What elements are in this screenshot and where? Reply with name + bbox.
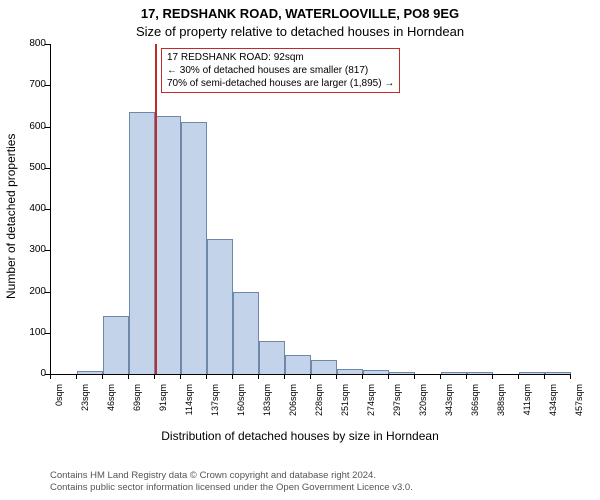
histogram-bar (519, 372, 545, 374)
histogram-bar (129, 112, 155, 374)
histogram-bar (233, 292, 259, 375)
histogram-bar (545, 372, 571, 374)
x-tick-mark (50, 374, 51, 379)
histogram-bar (207, 239, 233, 374)
x-tick-mark (284, 374, 285, 379)
x-tick-label: 69sqm (132, 384, 142, 428)
x-tick-label: 137sqm (210, 384, 220, 428)
x-tick-label: 297sqm (392, 384, 402, 428)
footer-line-2: Contains public sector information licen… (50, 482, 413, 494)
x-tick-mark (492, 374, 493, 379)
x-tick-label: 388sqm (496, 384, 506, 428)
x-tick-mark (466, 374, 467, 379)
x-tick-label: 320sqm (418, 384, 428, 428)
x-tick-mark (544, 374, 545, 379)
histogram-bar (389, 372, 415, 374)
histogram-bar (103, 316, 129, 374)
histogram-bar (285, 355, 311, 374)
y-tick-mark (45, 250, 50, 251)
x-tick-label: 457sqm (574, 384, 584, 428)
annotation-line-3: 70% of semi-detached houses are larger (… (167, 77, 394, 90)
chart-title-address: 17, REDSHANK ROAD, WATERLOOVILLE, PO8 9E… (0, 6, 600, 21)
x-tick-label: 274sqm (366, 384, 376, 428)
footer-line-1: Contains HM Land Registry data © Crown c… (50, 470, 413, 482)
x-tick-label: 411sqm (522, 384, 532, 428)
histogram-bar (77, 371, 103, 374)
plot-area: 17 REDSHANK ROAD: 92sqm ← 30% of detache… (50, 44, 571, 375)
annotation-line-1: 17 REDSHANK ROAD: 92sqm (167, 51, 394, 64)
x-tick-label: 251sqm (340, 384, 350, 428)
x-tick-mark (258, 374, 259, 379)
y-tick-label: 700 (18, 79, 46, 90)
x-tick-label: 91sqm (158, 384, 168, 428)
histogram-bar (181, 122, 207, 374)
x-axis-label: Distribution of detached houses by size … (0, 429, 600, 443)
x-tick-label: 46sqm (106, 384, 116, 428)
annotation-box: 17 REDSHANK ROAD: 92sqm ← 30% of detache… (161, 48, 400, 93)
chart-root: 17, REDSHANK ROAD, WATERLOOVILLE, PO8 9E… (0, 0, 600, 500)
histogram-bar (155, 116, 181, 374)
x-tick-mark (362, 374, 363, 379)
y-tick-label: 600 (18, 121, 46, 132)
x-tick-mark (518, 374, 519, 379)
x-tick-label: 366sqm (470, 384, 480, 428)
x-tick-mark (128, 374, 129, 379)
y-tick-mark (45, 292, 50, 293)
y-tick-label: 0 (18, 368, 46, 379)
x-tick-mark (336, 374, 337, 379)
x-tick-label: 343sqm (444, 384, 454, 428)
footer-text: Contains HM Land Registry data © Crown c… (50, 470, 413, 494)
y-tick-label: 500 (18, 162, 46, 173)
y-tick-label: 400 (18, 203, 46, 214)
x-tick-label: 228sqm (314, 384, 324, 428)
x-tick-mark (440, 374, 441, 379)
y-axis-label: Number of detached properties (4, 134, 18, 299)
histogram-bar (311, 360, 337, 374)
x-tick-mark (388, 374, 389, 379)
x-tick-mark (206, 374, 207, 379)
x-tick-label: 206sqm (288, 384, 298, 428)
y-tick-mark (45, 168, 50, 169)
y-tick-mark (45, 209, 50, 210)
y-tick-label: 100 (18, 327, 46, 338)
histogram-bar (363, 370, 389, 374)
x-tick-mark (180, 374, 181, 379)
x-tick-label: 114sqm (184, 384, 194, 428)
x-tick-mark (154, 374, 155, 379)
x-tick-mark (310, 374, 311, 379)
y-tick-label: 200 (18, 286, 46, 297)
y-tick-label: 800 (18, 38, 46, 49)
y-tick-label: 300 (18, 244, 46, 255)
x-tick-label: 183sqm (262, 384, 272, 428)
histogram-bar (441, 372, 467, 374)
x-tick-mark (414, 374, 415, 379)
x-tick-label: 0sqm (54, 384, 64, 428)
x-tick-mark (102, 374, 103, 379)
annotation-line-2: ← 30% of detached houses are smaller (81… (167, 64, 394, 77)
x-tick-mark (232, 374, 233, 379)
x-tick-label: 434sqm (548, 384, 558, 428)
y-tick-mark (45, 127, 50, 128)
histogram-bar (467, 372, 493, 374)
marker-line (155, 44, 157, 374)
y-tick-mark (45, 85, 50, 86)
histogram-bar (259, 341, 285, 374)
x-tick-mark (76, 374, 77, 379)
x-tick-label: 160sqm (236, 384, 246, 428)
chart-title-desc: Size of property relative to detached ho… (0, 24, 600, 39)
histogram-bar (337, 369, 363, 374)
x-tick-label: 23sqm (80, 384, 90, 428)
y-tick-mark (45, 44, 50, 45)
y-tick-mark (45, 333, 50, 334)
x-tick-mark (570, 374, 571, 379)
